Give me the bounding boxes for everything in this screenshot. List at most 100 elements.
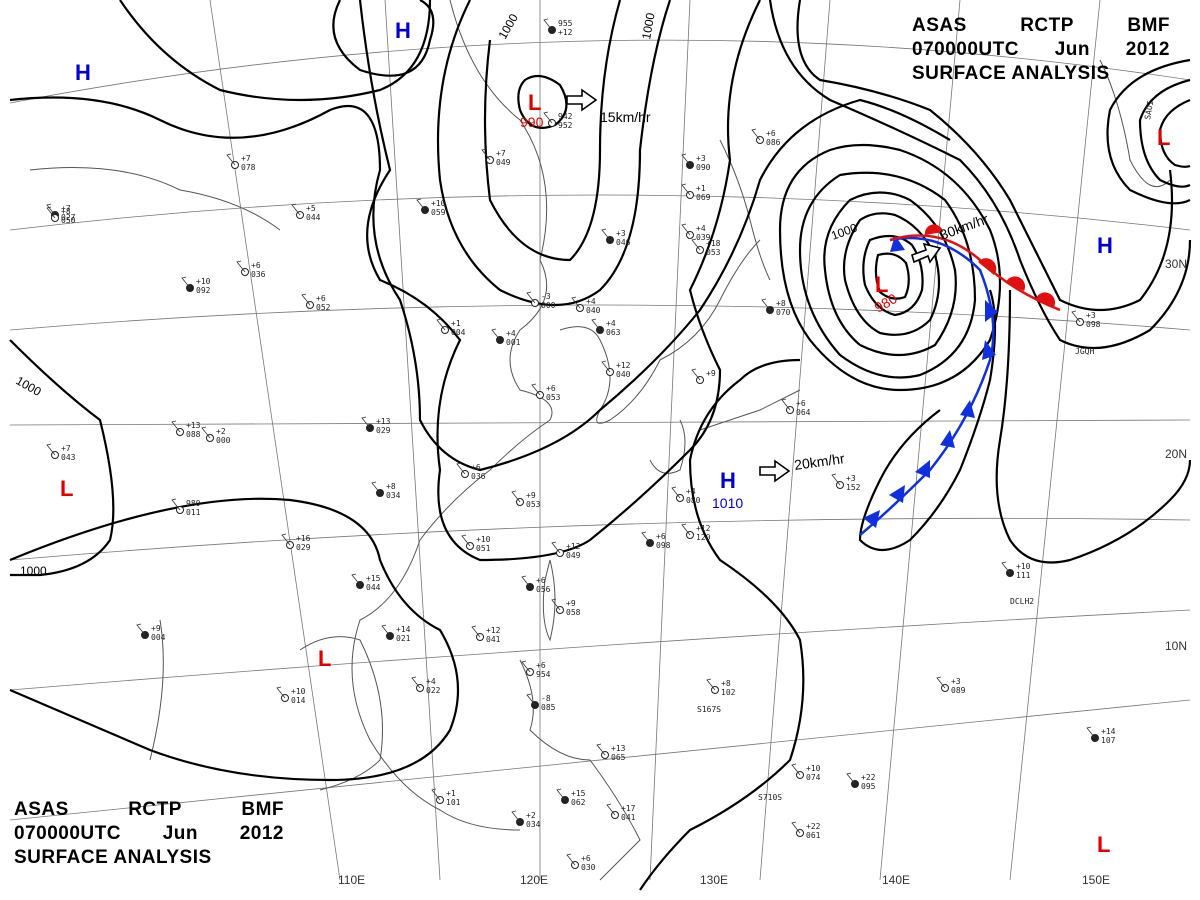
wind-barb (531, 383, 541, 396)
station-tendency: 120 (696, 533, 711, 542)
station-tendency: 102 (721, 688, 736, 697)
station-tendency: 101 (446, 798, 461, 807)
station-tendency: 044 (306, 213, 321, 222)
station-tendency: 058 (566, 608, 581, 617)
station-pressure: +4 (586, 297, 596, 306)
station-pressure: +7 (241, 154, 251, 163)
station-pressure: +6 (656, 532, 666, 541)
station-pressure: +9 (566, 599, 576, 608)
wind-barb (46, 203, 56, 216)
station-pressure: +8 (721, 679, 731, 688)
station-tendency: 053 (546, 393, 561, 402)
station-tendency: 152 (846, 483, 861, 492)
wind-barb (351, 573, 361, 586)
footer-analysis: SURFACE ANALYSIS (14, 847, 212, 868)
station-tendency: 046 (616, 238, 631, 247)
station-tendency: 036 (471, 472, 486, 481)
station-pressure: +22 (806, 822, 821, 831)
motion-label: 20km/hr (793, 450, 846, 473)
wind-barb (781, 398, 791, 411)
station-tendency: 014 (291, 696, 306, 705)
wind-barb (1001, 561, 1011, 574)
station-pressure: +8 (776, 299, 786, 308)
wind-barb (171, 498, 181, 511)
station-tendency: 022 (426, 686, 441, 695)
high-pressure-value: 1010 (712, 495, 743, 511)
station-tendency: 053 (706, 248, 721, 257)
high-pressure-symbol: H (75, 60, 91, 85)
station-tendency: 056 (536, 585, 551, 594)
station-tendency: 053 (526, 500, 541, 509)
station-tendency: 069 (696, 193, 711, 202)
footer-title-block: ASAS RCTP BMF 070000UTC Jun 2012 SURFACE… (14, 798, 284, 870)
wind-barb (201, 426, 211, 439)
warm-front (889, 224, 1061, 312)
low-pressure-symbol: L (1157, 125, 1170, 150)
station-pressure: +7 (61, 204, 71, 213)
wind-barb (431, 788, 441, 801)
wind-barb (181, 276, 191, 289)
station-pressure: +14 (1101, 727, 1116, 736)
wind-barb (46, 443, 56, 456)
wind-barb (491, 328, 501, 341)
wind-barb (461, 534, 471, 547)
station-tendency: 029 (296, 543, 311, 552)
station-pressure: +10 (476, 535, 491, 544)
station-tendency: 049 (496, 158, 511, 167)
station-tendency: 085 (541, 703, 556, 712)
station-tendency: 065 (611, 753, 626, 762)
wind-barb (436, 318, 446, 331)
station-tendency: 027 (61, 213, 76, 222)
wind-barb (791, 821, 801, 834)
wind-barb (566, 853, 576, 866)
station-tendency: 092 (196, 286, 211, 295)
footer-code: BMF (241, 799, 284, 820)
station-pressure: +1 (451, 319, 461, 328)
wind-barb (543, 18, 553, 31)
station-pressure: +12 (566, 542, 581, 551)
station-tendency: 095 (861, 782, 876, 791)
station-id: DCLH2 (1010, 597, 1034, 606)
station-tendency: 111 (1016, 571, 1031, 580)
station-tendency: 086 (766, 138, 781, 147)
station-pressure: +7 (496, 149, 506, 158)
station-tendency: +12 (558, 28, 573, 37)
wind-barb (681, 523, 691, 536)
station-tendency: 062 (571, 798, 586, 807)
station-pressure: +6 (471, 463, 481, 472)
low-pressure-symbol: L (875, 272, 888, 297)
station-id-labels: JGQH DCLH2 SAOI S167S S710S (697, 100, 1155, 802)
high-pressure-symbol: H (395, 18, 411, 43)
station-tendency: 039 (696, 233, 711, 242)
station-id: S167S (697, 705, 721, 714)
station-tendency: 040 (616, 370, 631, 379)
station-tendency: 011 (186, 508, 201, 517)
station-tendency: 090 (696, 163, 711, 172)
longitude-label: 110E (338, 873, 365, 887)
wind-barb (691, 368, 701, 381)
station-tendency: 051 (476, 544, 491, 553)
station-pressure: +4 (426, 677, 436, 686)
